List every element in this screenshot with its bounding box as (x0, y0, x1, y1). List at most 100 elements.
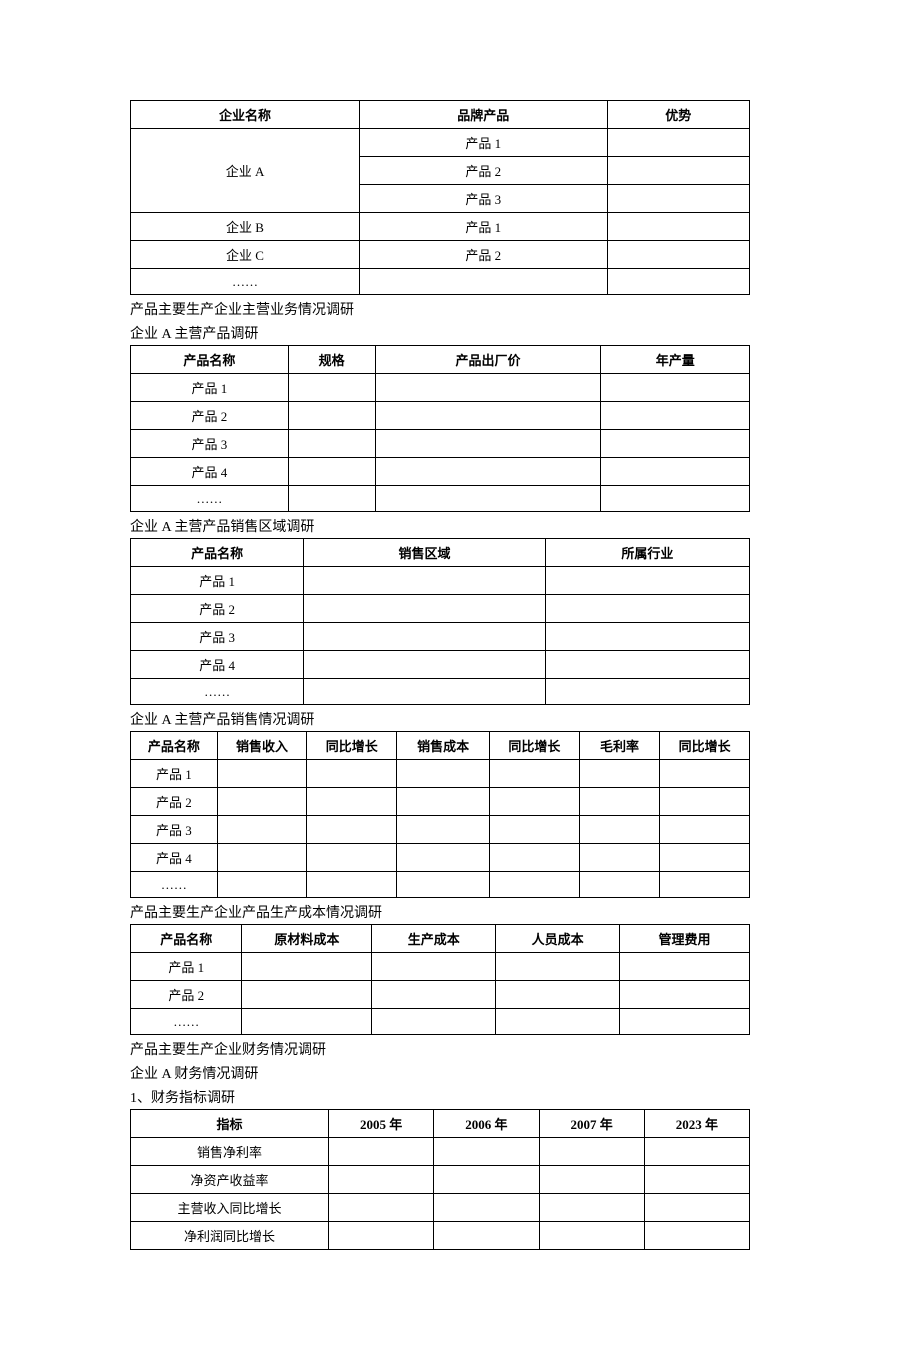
cell (496, 981, 620, 1009)
table-row: 产品 4 (131, 458, 750, 486)
cell (619, 953, 749, 981)
table-row: 产品 1 (131, 567, 750, 595)
cell (304, 567, 545, 595)
cell (307, 788, 397, 816)
cell (307, 816, 397, 844)
cell (545, 679, 749, 705)
table-row: 产品 4 (131, 844, 750, 872)
financial-indicator-table: 指标 2005 年 2006 年 2007 年 2023 年 销售净利率净资产收… (130, 1109, 750, 1250)
cell: 产品 1 (131, 567, 304, 595)
col-header: 产品出厂价 (375, 346, 601, 374)
cell (434, 1194, 539, 1222)
cell (242, 1009, 372, 1035)
col-header: 企业名称 (131, 101, 360, 129)
cell: 企业 C (131, 241, 360, 269)
cell (545, 567, 749, 595)
col-header: 销售成本 (397, 732, 490, 760)
cell (372, 953, 496, 981)
table-row: 产品 1 (131, 953, 750, 981)
cell: 产品 1 (131, 760, 218, 788)
table-row: 产品 3 (131, 816, 750, 844)
cell (619, 1009, 749, 1035)
table-header-row: 产品名称 规格 产品出厂价 年产量 (131, 346, 750, 374)
cell (242, 953, 372, 981)
col-header: 2007 年 (539, 1110, 644, 1138)
table-row: 净利润同比增长 (131, 1222, 750, 1250)
col-header: 同比增长 (660, 732, 750, 760)
table5-body: 产品 1产品 2…… (131, 953, 750, 1035)
cell (217, 844, 307, 872)
cell (644, 1222, 749, 1250)
cell (397, 816, 490, 844)
table-header-row: 企业名称 品牌产品 优势 (131, 101, 750, 129)
cell (579, 788, 659, 816)
col-header: 2006 年 (434, 1110, 539, 1138)
cell (242, 981, 372, 1009)
col-header: 毛利率 (579, 732, 659, 760)
cell (375, 402, 601, 430)
cell: 产品 2 (131, 402, 289, 430)
cell (490, 788, 580, 816)
cell (644, 1166, 749, 1194)
cell (601, 430, 750, 458)
cell: 产品 2 (131, 788, 218, 816)
col-header: 2023 年 (644, 1110, 749, 1138)
table-row: …… (131, 679, 750, 705)
cell (619, 981, 749, 1009)
table-row: 产品 3 (131, 623, 750, 651)
cell (607, 129, 749, 157)
cell (217, 760, 307, 788)
table1-body: 企业 A产品 1产品 2产品 3企业 B产品 1企业 C产品 2…… (131, 129, 750, 295)
cell (304, 623, 545, 651)
section-caption: 1、财务指标调研 (130, 1087, 750, 1107)
col-header: 指标 (131, 1110, 329, 1138)
cell (539, 1222, 644, 1250)
cell: 销售净利率 (131, 1138, 329, 1166)
table-header-row: 产品名称 销售区域 所属行业 (131, 539, 750, 567)
cell: …… (131, 1009, 242, 1035)
cell: 产品 4 (131, 458, 289, 486)
col-header: 销售收入 (217, 732, 307, 760)
cell: 产品 2 (131, 595, 304, 623)
table-row: 产品 3 (131, 430, 750, 458)
col-header: 优势 (607, 101, 749, 129)
table-row: 企业 B产品 1 (131, 213, 750, 241)
main-product-table: 产品名称 规格 产品出厂价 年产量 产品 1产品 2产品 3产品 4…… (130, 345, 750, 512)
table4-body: 产品 1产品 2产品 3产品 4…… (131, 760, 750, 898)
cell: …… (131, 486, 289, 512)
cell (539, 1166, 644, 1194)
table-row: 产品 2 (131, 981, 750, 1009)
cell (397, 872, 490, 898)
cell (660, 788, 750, 816)
enterprise-brand-table: 企业名称 品牌产品 优势 企业 A产品 1产品 2产品 3企业 B产品 1企业 … (130, 100, 750, 295)
section-caption: 产品主要生产企业财务情况调研 (130, 1039, 750, 1059)
cell (329, 1166, 434, 1194)
table-row: 产品 2 (131, 595, 750, 623)
cell (375, 374, 601, 402)
cell (545, 595, 749, 623)
cell (288, 486, 375, 512)
col-header: 产品名称 (131, 346, 289, 374)
cell (601, 402, 750, 430)
table-row: 产品 1 (131, 760, 750, 788)
cell (434, 1222, 539, 1250)
table3-body: 产品 1产品 2产品 3产品 4…… (131, 567, 750, 705)
table-row: 产品 2 (131, 788, 750, 816)
cell (545, 623, 749, 651)
col-header: 年产量 (601, 346, 750, 374)
cell (397, 788, 490, 816)
cell (329, 1138, 434, 1166)
cell: 企业 A (131, 129, 360, 213)
cell: 净资产收益率 (131, 1166, 329, 1194)
table-row: 企业 A产品 1 (131, 129, 750, 157)
cell (660, 844, 750, 872)
table6-body: 销售净利率净资产收益率主营收入同比增长净利润同比增长 (131, 1138, 750, 1250)
cell: 产品 1 (360, 213, 608, 241)
cell (607, 241, 749, 269)
cell (490, 760, 580, 788)
cell (607, 213, 749, 241)
cell (360, 269, 608, 295)
col-header: 规格 (288, 346, 375, 374)
cell (329, 1222, 434, 1250)
col-header: 品牌产品 (360, 101, 608, 129)
